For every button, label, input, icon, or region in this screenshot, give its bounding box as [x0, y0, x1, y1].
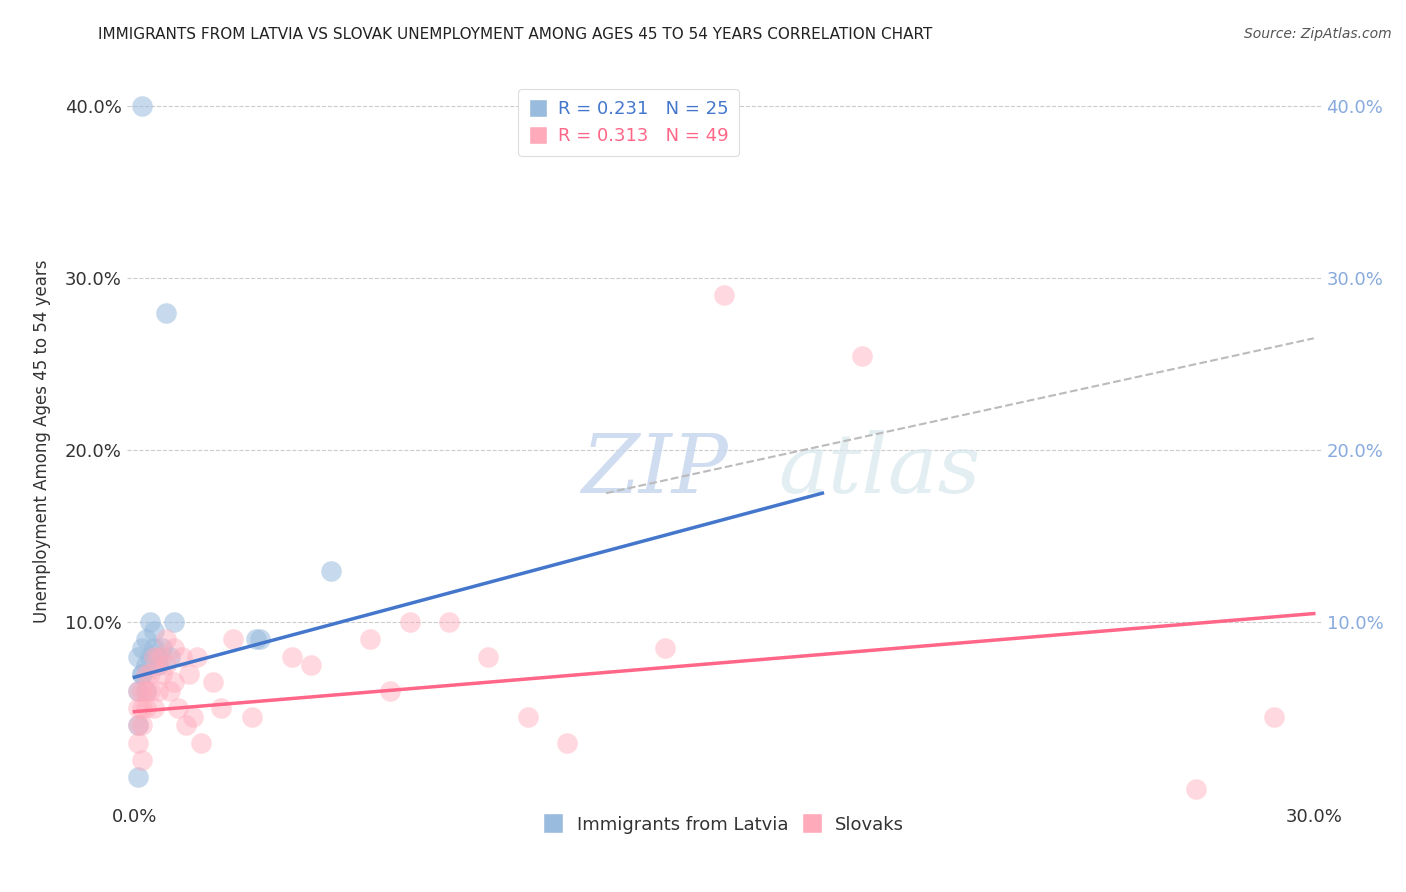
Point — [139, 684, 162, 698]
Point — [245, 632, 267, 647]
Point — [135, 632, 157, 647]
Point — [139, 615, 162, 630]
Point — [209, 701, 232, 715]
Point — [127, 718, 149, 732]
Point — [127, 684, 149, 698]
Point — [713, 288, 735, 302]
Point — [159, 684, 181, 698]
Point — [516, 710, 538, 724]
Point — [249, 632, 271, 647]
Point — [186, 649, 208, 664]
Point — [166, 701, 188, 715]
Point — [654, 104, 676, 119]
Point — [155, 658, 177, 673]
Text: IMMIGRANTS FROM LATVIA VS SLOVAK UNEMPLOYMENT AMONG AGES 45 TO 54 YEARS CORRELAT: IMMIGRANTS FROM LATVIA VS SLOVAK UNEMPLO… — [98, 27, 932, 42]
Point — [163, 615, 186, 630]
Point — [477, 649, 499, 664]
Point — [127, 684, 149, 698]
Point — [221, 632, 243, 647]
Point — [143, 640, 166, 655]
Point — [146, 658, 169, 673]
Text: Source: ZipAtlas.com: Source: ZipAtlas.com — [1244, 27, 1392, 41]
Point — [135, 658, 157, 673]
Point — [131, 753, 153, 767]
Point — [240, 710, 263, 724]
Point — [319, 564, 342, 578]
Point — [202, 675, 225, 690]
Point — [146, 684, 169, 698]
Point — [150, 649, 173, 664]
Point — [378, 684, 401, 698]
Point — [127, 649, 149, 664]
Point — [139, 649, 162, 664]
Text: atlas: atlas — [778, 431, 980, 510]
Point — [170, 649, 193, 664]
Point — [131, 718, 153, 732]
Point — [146, 649, 169, 664]
Point — [437, 615, 460, 630]
Point — [139, 666, 162, 681]
Point — [143, 624, 166, 638]
Point — [1185, 782, 1208, 797]
Point — [163, 640, 186, 655]
Point — [159, 649, 181, 664]
Point — [280, 649, 302, 664]
Point — [190, 735, 212, 749]
Point — [654, 640, 676, 655]
Point — [143, 649, 166, 664]
Y-axis label: Unemployment Among Ages 45 to 54 years: Unemployment Among Ages 45 to 54 years — [32, 260, 51, 624]
Point — [127, 718, 149, 732]
Point — [163, 675, 186, 690]
Point — [131, 701, 153, 715]
Point — [155, 305, 177, 319]
Point — [131, 666, 153, 681]
Point — [135, 666, 157, 681]
Point — [131, 684, 153, 698]
Point — [131, 99, 153, 113]
Point — [555, 735, 578, 749]
Point — [127, 701, 149, 715]
Point — [143, 701, 166, 715]
Point — [150, 640, 173, 655]
Point — [174, 718, 197, 732]
Point — [146, 649, 169, 664]
Point — [135, 684, 157, 698]
Point — [127, 735, 149, 749]
Point — [179, 666, 201, 681]
Point — [127, 770, 149, 784]
Point — [398, 615, 420, 630]
Text: ZIP: ZIP — [581, 431, 727, 510]
Point — [131, 666, 153, 681]
Point — [150, 666, 173, 681]
Legend: Immigrants from Latvia, Slovaks: Immigrants from Latvia, Slovaks — [537, 808, 911, 841]
Point — [299, 658, 322, 673]
Point — [131, 640, 153, 655]
Point — [183, 710, 205, 724]
Point — [1263, 710, 1285, 724]
Point — [155, 632, 177, 647]
Point — [359, 632, 381, 647]
Point — [851, 349, 873, 363]
Point — [135, 701, 157, 715]
Point — [135, 684, 157, 698]
